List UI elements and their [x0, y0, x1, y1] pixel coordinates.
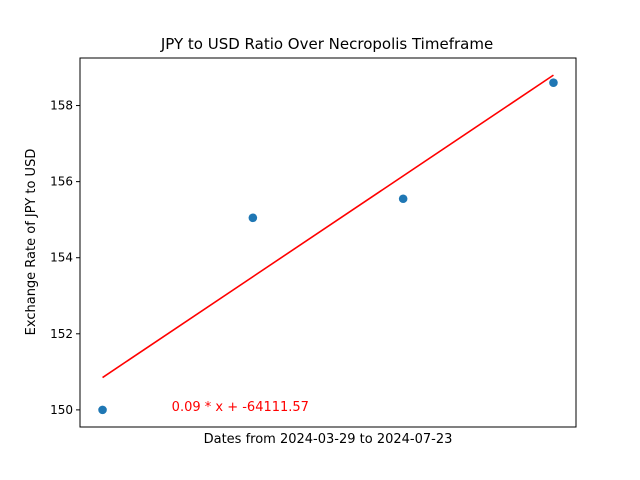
data-point: [398, 194, 408, 204]
y-axis: 150 152 154 156 158: [50, 99, 80, 417]
y-tick-label: 154: [50, 251, 73, 265]
y-tick-label: 150: [50, 403, 73, 417]
trendline: [102, 74, 554, 379]
equation-annotation: 0.09 * x + -64111.57: [172, 400, 309, 415]
x-axis-label: Dates from 2024-03-29 to 2024-07-23: [204, 432, 453, 447]
trendline-group: [102, 74, 554, 379]
data-point: [98, 405, 107, 415]
axes-frame: [79, 57, 577, 428]
y-tick-label: 152: [50, 327, 73, 341]
plot-area: 150 152 154 156 158 0.09 * x + -64111.57: [50, 57, 577, 428]
scatter-series: [98, 78, 558, 415]
y-tick-label: 156: [50, 175, 73, 189]
annotation-group: 0.09 * x + -64111.57: [172, 400, 309, 415]
y-tick-label: 158: [50, 99, 73, 113]
data-point: [248, 213, 258, 223]
chart-title: JPY to USD Ratio Over Necropolis Timefra…: [160, 35, 493, 53]
data-point: [549, 78, 558, 88]
y-axis-label: Exchange Rate of JPY to USD: [24, 149, 39, 336]
